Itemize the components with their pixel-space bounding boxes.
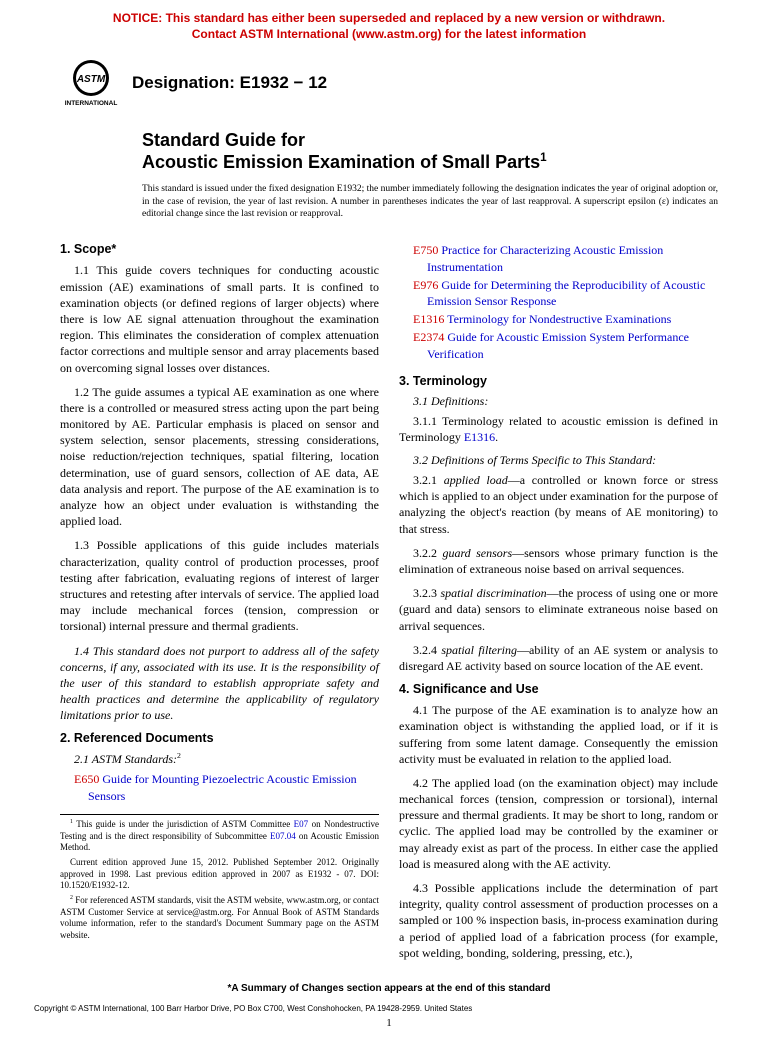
para-3-2-2: 3.2.2 guard sensors—sensors whose primar… [399,545,718,577]
body-columns: 1. Scope* 1.1 This guide covers techniqu… [0,220,778,969]
para-1-4: 1.4 This standard does not purport to ad… [60,643,379,724]
ref-code: E2374 [413,330,444,344]
para-1-3: 1.3 Possible applications of this guide … [60,537,379,634]
refdocs-sub: 2.1 ASTM Standards:2 [60,751,379,767]
para-4-3: 4.3 Possible applications include the de… [399,880,718,961]
left-column: 1. Scope* 1.1 This guide covers techniqu… [60,242,379,969]
ref-title[interactable]: Guide for Determining the Reproducibilit… [427,278,705,308]
ref-code: E976 [413,278,438,292]
para-4-2: 4.2 The applied load (on the examination… [399,775,718,872]
para-3-2-1: 3.2.1 applied load—a controlled or known… [399,472,718,537]
ref-e750: E750 Practice for Characterizing Acousti… [399,242,718,274]
notice-banner: NOTICE: This standard has either been su… [0,0,778,48]
terminology-heading: 3. Terminology [399,374,718,388]
para-3-2-3: 3.2.3 spatial discrimination—the process… [399,585,718,634]
title-block: Standard Guide for Acoustic Emission Exa… [142,130,778,173]
designation-prefix: Designation: [132,73,240,92]
significance-heading: 4. Significance and Use [399,682,718,696]
para-1-1: 1.1 This guide covers techniques for con… [60,262,379,375]
refdocs-sub-text: 2.1 ASTM Standards: [74,752,177,766]
refdocs-sub-sup: 2 [177,751,181,760]
svg-text:INTERNATIONAL: INTERNATIONAL [65,100,118,107]
designation-code: E1932 − 12 [240,73,327,92]
notice-line1: NOTICE: This standard has either been su… [113,11,665,25]
para-3-1: 3.1 Definitions: [399,394,718,409]
ref-title[interactable]: Guide for Mounting Piezoelectric Acousti… [88,772,357,802]
ref-title[interactable]: Guide for Acoustic Emission System Perfo… [427,330,689,360]
para-3-1-1: 3.1.1 Terminology related to acoustic em… [399,413,718,445]
scope-heading: 1. Scope* [60,242,379,256]
para-1-2: 1.2 The guide assumes a typical AE exami… [60,384,379,530]
para-3-2: 3.2 Definitions of Terms Specific to Thi… [399,453,718,468]
ref-e1316: E1316 Terminology for Nondestructive Exa… [399,311,718,327]
para-3-2-4: 3.2.4 spatial filtering—ability of an AE… [399,642,718,674]
footnotes: 1 This guide is under the jurisdiction o… [60,814,379,942]
footnote-1: 1 This guide is under the jurisdiction o… [60,819,379,854]
footnote-1b: Current edition approved June 15, 2012. … [60,857,379,892]
issuance-note: This standard is issued under the fixed … [142,183,718,220]
para-4-1: 4.1 The purpose of the AE examination is… [399,702,718,767]
page-number: 1 [0,1017,778,1029]
ref-code: E650 [74,772,99,786]
ref-e650: E650 Guide for Mounting Piezoelectric Ac… [60,771,379,803]
footnote-2: 2 For referenced ASTM standards, visit t… [60,895,379,942]
title-sup: 1 [540,151,547,164]
title-main: Acoustic Emission Examination of Small P… [142,152,540,172]
title-line2: Acoustic Emission Examination of Small P… [142,151,718,173]
right-column: E750 Practice for Characterizing Acousti… [399,242,718,969]
footer-summary: *A Summary of Changes section appears at… [0,983,778,994]
copyright: Copyright © ASTM International, 100 Barr… [34,1004,472,1013]
ref-e2374: E2374 Guide for Acoustic Emission System… [399,329,718,361]
refdocs-heading: 2. Referenced Documents [60,731,379,745]
ref-code: E750 [413,243,438,257]
header: ASTM INTERNATIONAL Designation: E1932 − … [0,48,778,108]
ref-code: E1316 [413,312,444,326]
title-line1: Standard Guide for [142,130,718,151]
astm-logo: ASTM INTERNATIONAL [60,58,122,108]
ref-title[interactable]: Practice for Characterizing Acoustic Emi… [427,243,663,273]
notice-line2: Contact ASTM International (www.astm.org… [192,27,586,41]
svg-text:ASTM: ASTM [76,74,106,85]
ref-title[interactable]: Terminology for Nondestructive Examinati… [447,312,671,326]
ref-e976: E976 Guide for Determining the Reproduci… [399,277,718,309]
designation: Designation: E1932 − 12 [132,73,327,93]
